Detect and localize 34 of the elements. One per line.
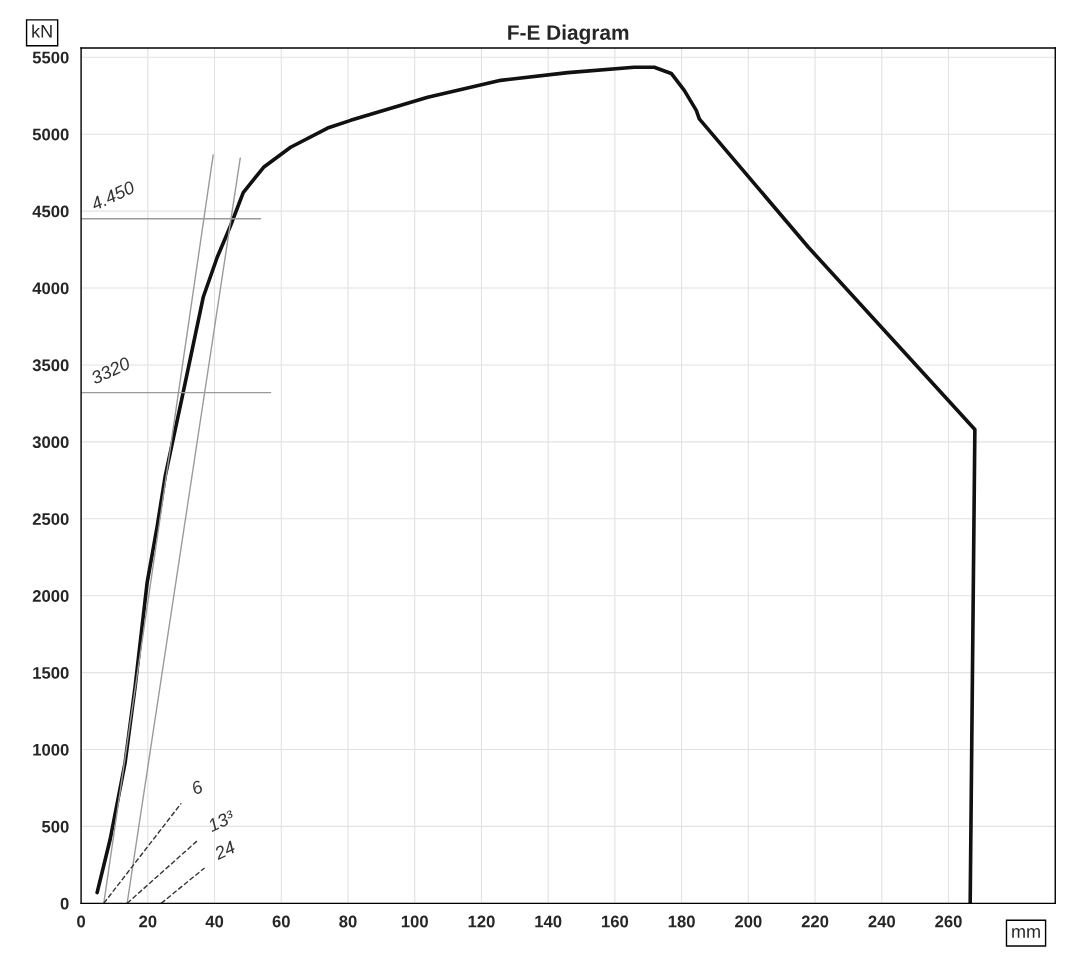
- annotation: 4.450: [89, 180, 136, 211]
- x-tick-label: 180: [668, 915, 695, 928]
- x-tick-label: 40: [205, 915, 224, 928]
- y-tick-label: 1000: [33, 743, 69, 756]
- x-axis-title: mm: [1012, 928, 1040, 938]
- x-tick-label: 20: [139, 915, 157, 928]
- x-tick-label: 160: [602, 915, 629, 928]
- x-tick-label: 240: [868, 915, 895, 928]
- annotation: 6: [190, 779, 205, 796]
- y-tick-label: 3000: [32, 436, 69, 449]
- y-tick-label: 2000: [32, 590, 69, 602]
- y-tick-label: 1500: [33, 667, 69, 679]
- y-tick-label: 500: [41, 820, 69, 833]
- annotation: 24: [212, 840, 236, 861]
- y-axis-title: kN: [32, 24, 52, 38]
- x-tick-label: 100: [401, 915, 428, 928]
- y-tick-label: 3500: [32, 359, 69, 372]
- x-tick-label: 0: [77, 915, 86, 928]
- x-tick-label: 260: [935, 915, 962, 928]
- y-tick-label: 5000: [32, 128, 69, 141]
- y-tick-label: 2500: [32, 513, 69, 525]
- x-tick-label: 60: [272, 915, 290, 928]
- chart-title: F-E Diagram: [508, 24, 629, 45]
- x-tick-label: 80: [339, 915, 357, 928]
- x-tick-label: 140: [535, 915, 562, 928]
- x-tick-label: 220: [801, 915, 829, 928]
- x-tick-label: 200: [735, 915, 762, 928]
- annotation: 3320: [90, 356, 132, 385]
- x-tick-label: 120: [468, 915, 495, 928]
- y-tick-label: 4500: [32, 205, 69, 218]
- annotation: 13³: [206, 809, 236, 833]
- y-tick-label: 0: [60, 897, 69, 910]
- y-tick-label: 4000: [32, 282, 69, 295]
- y-tick-label: 5500: [32, 51, 69, 64]
